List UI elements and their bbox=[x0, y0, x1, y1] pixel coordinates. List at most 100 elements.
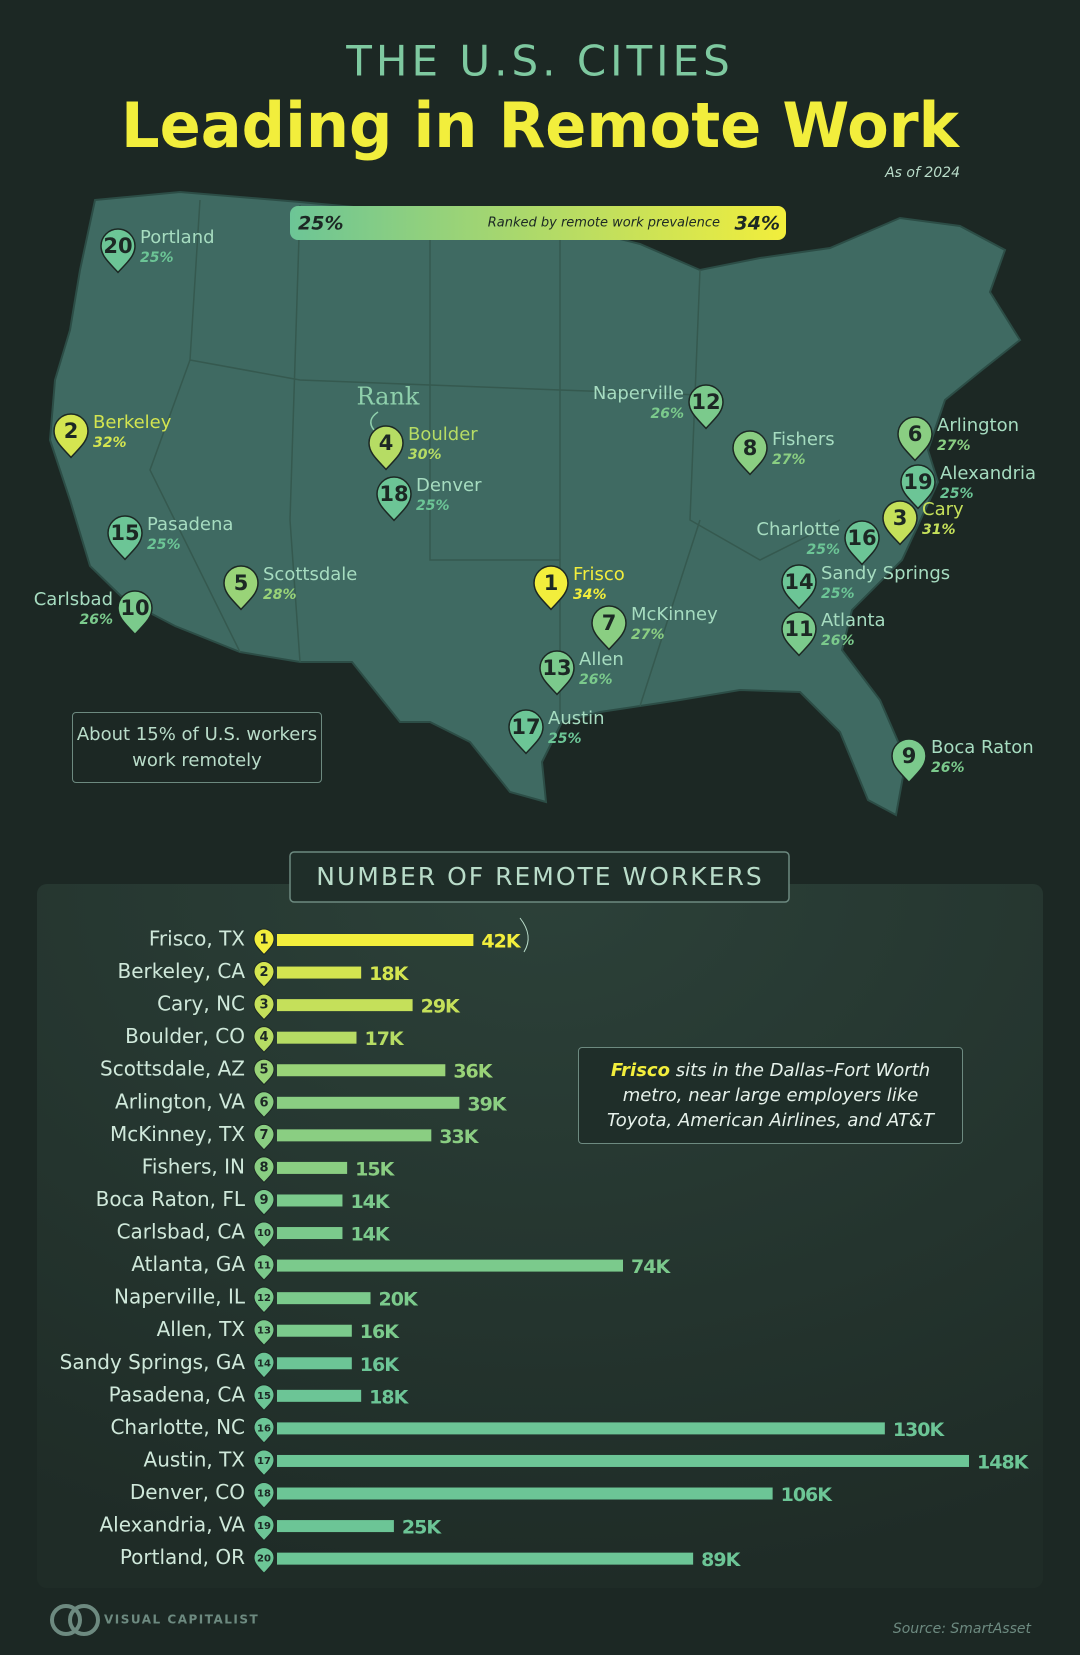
rank-number: 5 bbox=[259, 1063, 268, 1078]
value-label: 16K bbox=[360, 1321, 400, 1343]
rank-badge bbox=[253, 1156, 275, 1184]
city-name: Arlington bbox=[937, 415, 1019, 436]
city-share: 25% bbox=[147, 537, 181, 553]
bar bbox=[277, 1454, 969, 1467]
y-tick-label: Alexandria, VA bbox=[100, 1513, 246, 1537]
rank-badge bbox=[253, 1254, 275, 1281]
rank-arrow bbox=[370, 411, 379, 431]
pin-rank: 3 bbox=[893, 506, 908, 530]
rank-badge bbox=[253, 1547, 275, 1574]
rank-badge bbox=[253, 1221, 275, 1249]
kicker: THE U.S. CITIES bbox=[345, 37, 734, 86]
rank-number: 18 bbox=[257, 1489, 271, 1500]
date: As of 2024 bbox=[884, 165, 960, 181]
bar bbox=[277, 999, 413, 1012]
y-tick-label: Sandy Springs, GA bbox=[60, 1350, 246, 1374]
value-label: 18K bbox=[369, 1386, 409, 1408]
city-share: 25% bbox=[821, 586, 855, 602]
map-pin bbox=[53, 413, 89, 459]
city-name: Cary bbox=[922, 499, 964, 520]
rank-badge bbox=[253, 1058, 275, 1086]
legend-caption: Ranked by remote work prevalence bbox=[488, 216, 720, 231]
map-pin bbox=[368, 425, 404, 471]
rank-badge bbox=[253, 1319, 275, 1346]
city-name: Boca Raton bbox=[931, 737, 1034, 758]
legend-min: 25% bbox=[298, 213, 343, 235]
rank-number: 10 bbox=[257, 1228, 271, 1239]
legend-gradient bbox=[290, 206, 786, 240]
rank-number: 6 bbox=[259, 1095, 268, 1110]
bar bbox=[277, 1259, 623, 1272]
pin-rank: 18 bbox=[379, 482, 408, 506]
map-pin bbox=[891, 738, 927, 784]
y-tick-label: Denver, CO bbox=[130, 1480, 245, 1504]
map-pin bbox=[844, 520, 880, 566]
source: Source: SmartAsset bbox=[893, 1621, 1032, 1637]
value-label: 16K bbox=[360, 1354, 400, 1376]
pin-rank: 13 bbox=[542, 656, 571, 680]
annotation-text: sits in the Dallas–Fort Worth metro, nea… bbox=[607, 1060, 934, 1131]
y-tick-label: Atlanta, GA bbox=[131, 1252, 245, 1276]
rank-badge bbox=[253, 1482, 275, 1509]
y-tick-label: Arlington, VA bbox=[115, 1089, 245, 1113]
rank-badge bbox=[253, 1286, 275, 1314]
rank-badge bbox=[253, 1351, 275, 1379]
pin-rank: 9 bbox=[902, 744, 917, 768]
map-pin bbox=[900, 464, 936, 510]
pin-rank: 1 bbox=[544, 571, 559, 595]
rank-number: 4 bbox=[259, 1030, 268, 1045]
city-name: Charlotte bbox=[756, 519, 840, 540]
map-pin bbox=[882, 500, 918, 546]
pin-rank: 20 bbox=[103, 234, 132, 258]
y-tick-label: Berkeley, CA bbox=[118, 959, 246, 983]
value-label: 14K bbox=[350, 1191, 390, 1213]
value-label: 20K bbox=[379, 1289, 419, 1311]
rank-number: 14 bbox=[257, 1358, 271, 1369]
city-share: 30% bbox=[408, 447, 442, 463]
map-pin bbox=[107, 515, 143, 561]
city-name: Berkeley bbox=[93, 412, 172, 433]
rank-badge bbox=[253, 1188, 275, 1216]
value-label: 39K bbox=[467, 1093, 507, 1115]
chart-title: NUMBER OF REMOTE WORKERS bbox=[316, 862, 763, 891]
map-pin bbox=[100, 228, 136, 274]
city-name: Denver bbox=[416, 475, 482, 496]
rank-number: 7 bbox=[259, 1128, 268, 1143]
city-share: 25% bbox=[940, 486, 974, 502]
value-label: 17K bbox=[364, 1028, 404, 1050]
y-tick-label: Scottsdale, AZ bbox=[100, 1057, 245, 1081]
y-tick-label: Fishers, IN bbox=[142, 1154, 245, 1178]
rank-badge bbox=[253, 1416, 275, 1444]
rank-badge bbox=[253, 1449, 275, 1477]
value-label: 42K bbox=[481, 931, 521, 953]
rank-number: 16 bbox=[257, 1423, 271, 1434]
city-share: 26% bbox=[821, 633, 855, 649]
bar bbox=[277, 966, 362, 979]
y-tick-label: Carlsbad, CA bbox=[117, 1220, 246, 1244]
bar bbox=[277, 1194, 343, 1207]
pin-rank: 10 bbox=[120, 596, 149, 620]
city-name: Allen bbox=[579, 649, 624, 670]
y-tick-label: Charlotte, NC bbox=[110, 1415, 245, 1439]
rank-number: 9 bbox=[259, 1193, 268, 1208]
map-pin bbox=[591, 605, 627, 651]
rank-number: 8 bbox=[259, 1160, 268, 1175]
annotation: Frisco sits in the Dallas–Fort Worth met… bbox=[578, 1047, 963, 1144]
rank-number: 17 bbox=[257, 1456, 271, 1467]
map-pin bbox=[508, 709, 544, 755]
annotation-arrow bbox=[519, 917, 529, 953]
y-tick-label: Austin, TX bbox=[144, 1447, 246, 1471]
rank-badge bbox=[253, 1514, 275, 1542]
rank-badge bbox=[253, 961, 275, 988]
city-share: 25% bbox=[416, 498, 450, 514]
brand: VISUAL CAPITALIST bbox=[104, 1613, 259, 1627]
y-tick-label: Frisco, TX bbox=[149, 927, 245, 951]
city-name: Portland bbox=[140, 227, 215, 248]
map-pin bbox=[732, 430, 768, 476]
rank-number: 20 bbox=[257, 1554, 271, 1565]
pin-rank: 6 bbox=[908, 422, 923, 446]
rank-badge bbox=[253, 1384, 275, 1412]
y-tick-label: Pasadena, CA bbox=[109, 1382, 246, 1406]
city-name: Scottsdale bbox=[263, 564, 357, 585]
value-label: 89K bbox=[701, 1549, 741, 1571]
